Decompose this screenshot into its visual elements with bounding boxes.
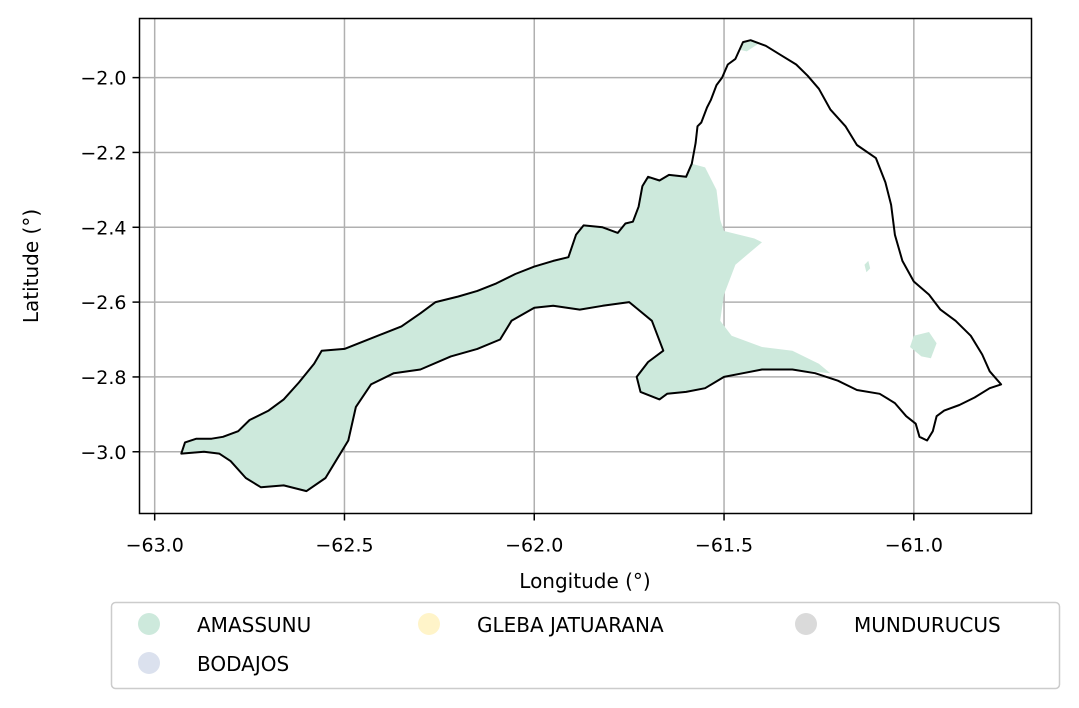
y-tick-label-5: −3.0 — [80, 442, 126, 464]
y-axis-ticks: −2.0 −2.2 −2.4 −2.6 −2.8 −3.0 — [80, 68, 140, 464]
legend-label-bodajos: BODAJOS — [197, 652, 289, 676]
x-axis-label: Longitude (°) — [519, 569, 650, 593]
legend-label-amassunu: AMASSUNU — [197, 613, 311, 637]
amassunu-patch-0 — [739, 40, 759, 52]
x-tick-label-0: −63.0 — [126, 535, 184, 557]
legend: AMASSUNU BODAJOS GLEBA JATUARANA MUNDURU… — [110, 601, 1061, 690]
legend-label-gleba-jatuarana: GLEBA JATUARANA — [477, 613, 664, 637]
legend-marker-mundurucus — [795, 613, 817, 635]
x-tick-label-2: −62.0 — [505, 535, 563, 557]
x-tick-label-4: −61.0 — [885, 535, 943, 557]
x-tick-label-1: −62.5 — [315, 535, 373, 557]
region-boundary — [180, 39, 1003, 493]
legend-frame — [110, 601, 1061, 690]
legend-marker-amassunu — [138, 613, 160, 635]
y-tick-label-1: −2.2 — [80, 142, 126, 164]
y-tick-label-2: −2.4 — [80, 217, 126, 239]
x-tick-label-3: −61.5 — [695, 535, 753, 557]
y-tick-label-3: −2.6 — [80, 292, 126, 314]
legend-label-mundurucus: MUNDURUCUS — [854, 613, 1001, 637]
legend-marker-gleba-jatuarana — [418, 613, 440, 635]
y-axis-label: Latitude (°) — [19, 209, 43, 323]
plot-frame — [138, 17, 1033, 515]
amassunu-patch-2 — [864, 260, 871, 273]
legend-marker-bodajos — [138, 652, 160, 674]
amassunu-region — [181, 163, 831, 492]
x-axis-ticks: −63.0 −62.5 −62.0 −61.5 −61.0 — [126, 513, 943, 557]
y-tick-label-4: −2.8 — [80, 367, 126, 389]
y-tick-label-0: −2.0 — [80, 68, 126, 90]
amassunu-patch-1 — [910, 332, 937, 359]
amassunu-patches — [739, 40, 937, 359]
